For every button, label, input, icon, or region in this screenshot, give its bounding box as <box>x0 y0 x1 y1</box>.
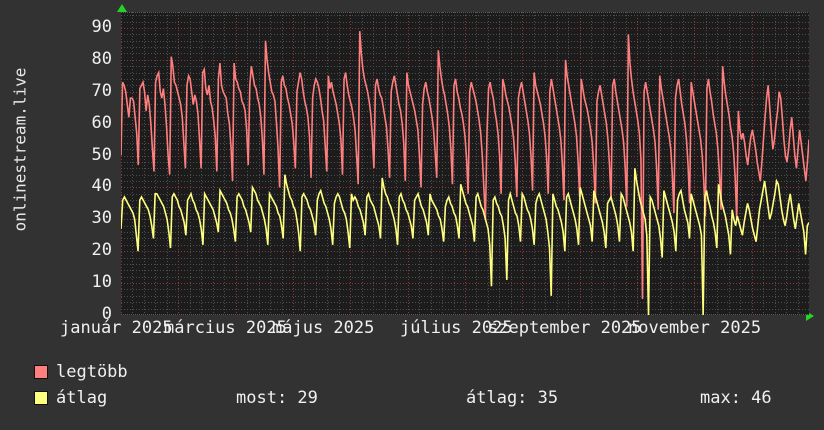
grid-line-minor-v <box>488 12 489 315</box>
y-axis-title: onlinestream.live <box>10 67 30 232</box>
y-tick-label: 50 <box>91 144 112 165</box>
grid-line-minor-v <box>476 12 477 315</box>
grid-line-minor-v <box>144 12 145 315</box>
grid-line-minor-v <box>763 12 764 315</box>
grid-line-minor-v <box>545 12 546 315</box>
series-paths <box>121 12 809 315</box>
grid-line-minor-v <box>603 12 604 315</box>
grid-line-minor-v <box>282 12 283 315</box>
grid-line-minor-v <box>167 12 168 315</box>
grid-line-minor-v <box>591 12 592 315</box>
grid-line-minor-v <box>660 12 661 315</box>
legend-label-atlag: átlag <box>56 388 108 408</box>
grid-line-minor-v <box>568 12 569 315</box>
grid-line-minor-v <box>224 12 225 315</box>
y-tick-label: 40 <box>91 176 112 197</box>
grid-line-minor-v <box>740 12 741 315</box>
grid-line-major-v <box>408 12 409 315</box>
grid-line-minor-v <box>775 12 776 315</box>
grid-line-minor-v <box>155 12 156 315</box>
stat-max: max: 46 <box>700 388 772 408</box>
grid-line-minor-v <box>614 12 615 315</box>
y-tick-label: 80 <box>91 48 112 69</box>
series-line-legtobb <box>121 31 809 299</box>
x-tick-label: szeptember 2025 <box>488 318 642 338</box>
grid-line-minor-v <box>304 12 305 315</box>
grid-line-minor-v <box>557 12 558 315</box>
grid-line-major-v <box>121 12 122 315</box>
grid-line-minor-v <box>798 12 799 315</box>
legend-label-legtobb: legtöbb <box>56 362 128 382</box>
grid-line-minor-v <box>396 12 397 315</box>
grid-line-minor-v <box>454 12 455 315</box>
plot-area[interactable] <box>121 12 809 315</box>
grid-line-minor-v <box>190 12 191 315</box>
series-line-atlag <box>121 168 809 315</box>
y-tick-label: 30 <box>91 208 112 229</box>
grid-line-minor-v <box>385 12 386 315</box>
grid-line-major-v <box>293 12 294 315</box>
grid-line-minor-v <box>442 12 443 315</box>
grid-line-minor-v <box>132 12 133 315</box>
y-tick-label: 20 <box>91 240 112 261</box>
y-tick-label: 60 <box>91 112 112 133</box>
grid-line-minor-v <box>431 12 432 315</box>
x-axis-tick-labels: január 2025 március 2025 május 2025 július … <box>0 318 824 340</box>
grid-line-major-v <box>350 12 351 315</box>
grid-line-minor-v <box>534 12 535 315</box>
grid-line-minor-v <box>683 12 684 315</box>
grid-line-minor-v <box>259 12 260 315</box>
x-axis-arrow-icon <box>806 311 814 321</box>
legend-swatch-atlag <box>34 391 48 405</box>
grid-line-minor-v <box>270 12 271 315</box>
grid-line-minor-v <box>786 12 787 315</box>
x-tick-label: január 2025 <box>60 318 173 338</box>
grid-line-major-v <box>178 12 179 315</box>
grid-line-minor-v <box>362 12 363 315</box>
y-tick-label: 90 <box>91 16 112 37</box>
y-tick-label: 10 <box>91 272 112 293</box>
grid-line-minor-v <box>339 12 340 315</box>
x-tick-label: július 2025 <box>400 318 513 338</box>
grid-line-major-v <box>637 12 638 315</box>
grid-line-major-v <box>236 12 237 315</box>
grid-line-major-v <box>752 12 753 315</box>
plot-frame-line <box>121 314 809 315</box>
grid-line-minor-v <box>729 12 730 315</box>
grid-line-minor-v <box>648 12 649 315</box>
x-tick-label: március 2025 <box>164 318 287 338</box>
legend-swatch-legtobb <box>34 365 48 379</box>
y-tick-label: 0 <box>101 304 112 324</box>
stat-atlag: átlag: 35 <box>466 388 559 408</box>
legend: legtöbb átlag most: 29 átlag: 35 max: 46 <box>0 356 824 430</box>
grid-line-major-v <box>694 12 695 315</box>
y-tick-label: 70 <box>91 80 112 101</box>
y-axis-arrow-icon <box>117 4 127 12</box>
grid-line-minor-v <box>316 12 317 315</box>
plot-frame-line <box>121 12 809 13</box>
stat-most: most: 29 <box>236 388 318 408</box>
x-tick-label: november 2025 <box>628 318 762 338</box>
grid-line-minor-v <box>213 12 214 315</box>
grid-line-minor-v <box>717 12 718 315</box>
x-tick-label: május 2025 <box>272 318 375 338</box>
y-axis-tick-labels: 90 80 70 60 50 40 30 20 10 0 <box>62 0 112 430</box>
grid-line-major-v <box>522 12 523 315</box>
grid-line-major-v <box>465 12 466 315</box>
grid-line-minor-v <box>511 12 512 315</box>
